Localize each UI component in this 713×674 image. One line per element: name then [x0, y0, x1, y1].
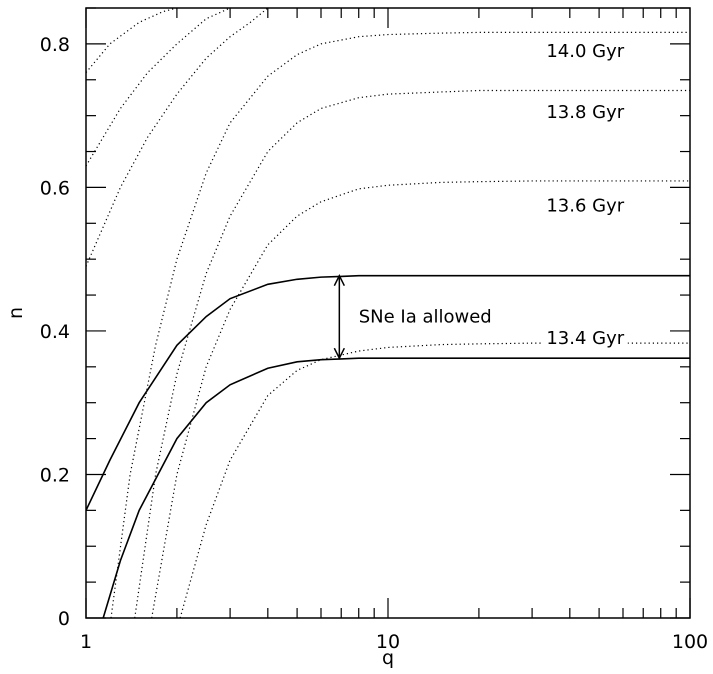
age-curve-label: 13.6 Gyr — [546, 195, 624, 216]
labels-layer: 1 10 100 0 0.2 0.4 0.6 0.8 q n 14.0 Gyr 13.8 Gyr 13.… — [5, 34, 708, 669]
series-line-13-8-gyr — [134, 89, 690, 618]
x-tick-label: 100 — [672, 631, 708, 653]
series-line-dotted-6 — [86, 8, 178, 73]
x-tick-label: 1 — [80, 631, 92, 653]
x-tick-label: 10 — [376, 631, 400, 653]
y-tick-label: 0.8 — [40, 34, 70, 56]
y-tick-label: 0.4 — [40, 321, 70, 343]
y-tick-label: 0.2 — [40, 464, 70, 486]
series-line-13-6-gyr — [151, 180, 690, 618]
y-axis-label: n — [5, 307, 27, 319]
label-backing — [543, 194, 628, 218]
series-line-upper-bound — [86, 274, 690, 511]
series-line-13-4-gyr — [179, 342, 690, 618]
age-curve-label: 14.0 Gyr — [546, 41, 624, 62]
allowed-range-arrowhead-top — [333, 274, 346, 287]
sne-allowed-label: SNe Ia allowed — [359, 307, 492, 328]
y-tick-label: 0 — [58, 608, 70, 630]
curves-layer — [86, 8, 690, 618]
axes-layer — [85, 7, 691, 619]
allowed-range-arrowhead-bottom — [333, 347, 346, 360]
age-curve-label: 13.8 Gyr — [546, 102, 624, 123]
x-axis-label: q — [382, 647, 394, 669]
series-line-lower-bound — [102, 357, 690, 618]
label-backing — [543, 40, 628, 64]
series-line-14-0-gyr — [110, 31, 690, 618]
series-line-dotted-5 — [86, 8, 231, 167]
label-backing — [543, 101, 628, 125]
label-backing — [543, 327, 628, 351]
age-curve-label: 13.4 Gyr — [546, 328, 624, 349]
series-line-dotted-4 — [86, 8, 269, 267]
y-tick-label: 0.6 — [40, 177, 70, 199]
